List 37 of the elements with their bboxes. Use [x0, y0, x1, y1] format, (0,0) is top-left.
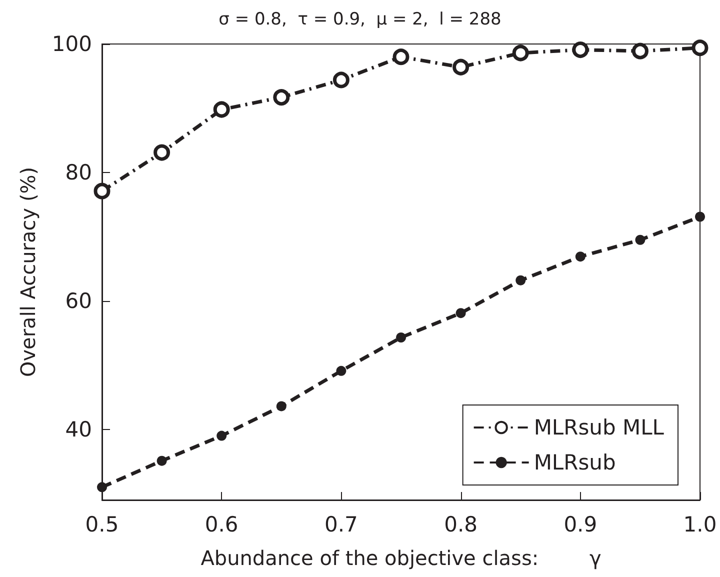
- chart-title: σ = 0.8, τ = 0.9, μ = 2, l = 288: [218, 10, 502, 30]
- point: [512, 44, 529, 62]
- point: [94, 182, 110, 200]
- point: [635, 234, 646, 245]
- legend-label: MLRsub: [534, 450, 616, 474]
- point: [336, 366, 346, 376]
- point: [692, 40, 708, 56]
- point: [396, 332, 406, 343]
- point: [156, 456, 167, 466]
- x-tick-label: 1.0: [683, 512, 717, 536]
- x-tick-label: 0.5: [85, 512, 119, 536]
- point: [456, 308, 466, 318]
- y-tick-label: 80: [65, 160, 92, 184]
- legend-label: MLRsub MLL: [534, 416, 664, 440]
- point: [392, 48, 410, 66]
- point: [695, 212, 705, 222]
- point: [273, 89, 290, 106]
- point: [452, 58, 470, 76]
- point: [575, 252, 586, 262]
- point: [216, 430, 227, 441]
- x-tick-label: 0.8: [444, 512, 478, 536]
- x-tick-label: 0.7: [324, 512, 358, 536]
- point: [276, 401, 286, 412]
- x-tick-label: 0.6: [204, 512, 238, 536]
- point: [332, 72, 350, 88]
- point: [516, 275, 526, 286]
- point: [632, 42, 648, 60]
- x-axis-title: Abundance of the objective class: γ: [200, 546, 602, 570]
- y-axis-title: Overall Accuracy (%): [16, 166, 40, 378]
- point: [97, 482, 107, 492]
- x-tick-label: 0.9: [564, 512, 598, 536]
- point: [213, 101, 230, 118]
- y-tick-label: 100: [52, 32, 92, 56]
- point: [572, 42, 589, 58]
- y-tick-label: 60: [65, 288, 92, 313]
- point: [154, 144, 170, 161]
- y-tick-label: 40: [65, 417, 92, 442]
